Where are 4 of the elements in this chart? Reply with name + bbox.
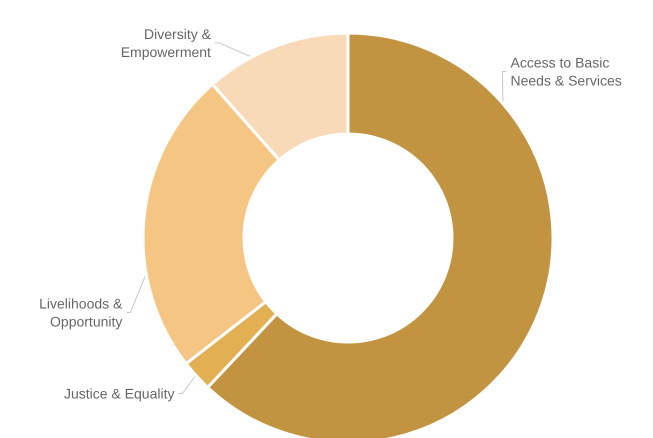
- slice-label: Access to Basic Needs & Services: [510, 54, 622, 88]
- slice-label: Livelihoods & Opportunity: [39, 296, 124, 330]
- slice-label: Diversity & Empowerment: [120, 26, 212, 60]
- slice-label: Justice & Equality: [64, 386, 174, 402]
